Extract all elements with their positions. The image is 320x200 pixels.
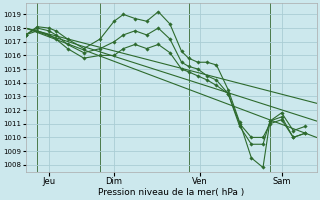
- X-axis label: Pression niveau de la mer( hPa ): Pression niveau de la mer( hPa ): [98, 188, 244, 197]
